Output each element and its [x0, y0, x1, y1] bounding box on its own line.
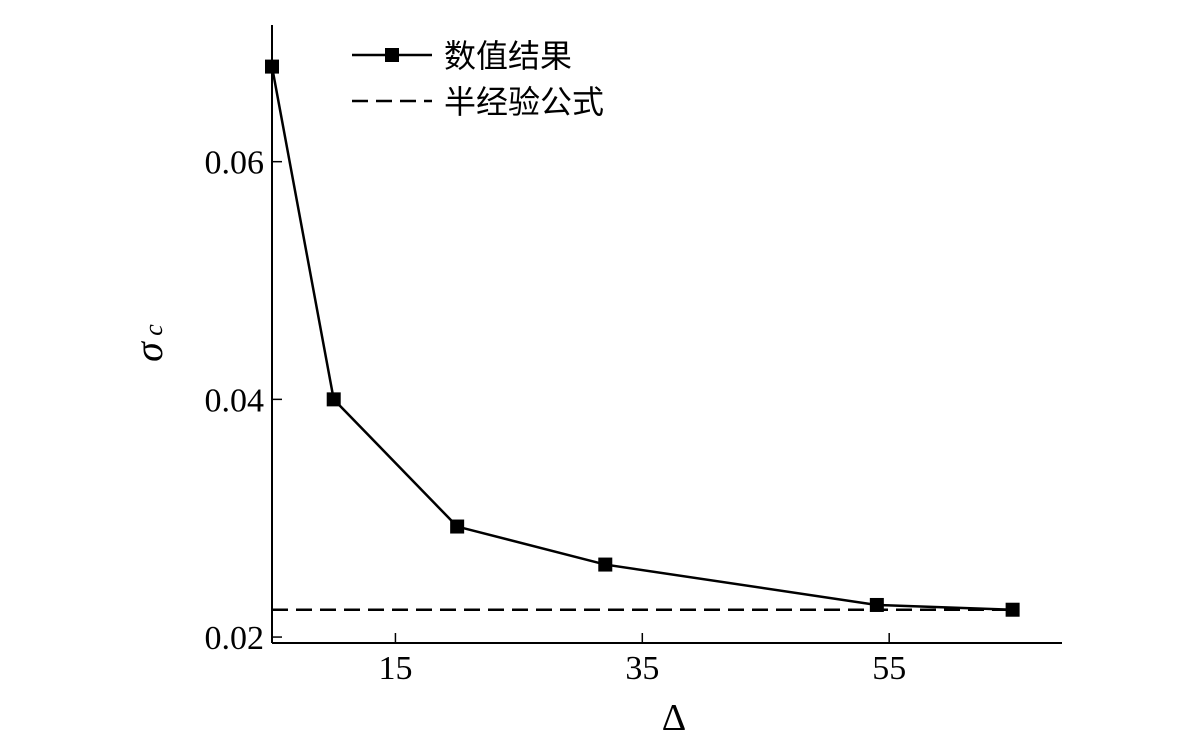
- series-group: [265, 59, 1020, 617]
- x-tick-label: 35: [625, 650, 659, 687]
- legend-label-numeric: 数值结果: [444, 37, 572, 75]
- data-point: [326, 392, 341, 407]
- y-axis-label-symbol: σ: [126, 341, 171, 362]
- x-tick-label: 15: [378, 650, 412, 687]
- legend-swatch-marker: [385, 48, 399, 62]
- x-axis-label: Δ: [662, 697, 686, 739]
- y-tick-label: 0.04: [205, 382, 265, 419]
- data-point: [450, 519, 465, 534]
- y-axis-label-subscript: c: [139, 324, 168, 336]
- legend-label-formula: 半经验公式: [444, 83, 604, 121]
- legend-entry-formula: 半经验公式: [352, 83, 604, 121]
- data-point: [1005, 602, 1020, 617]
- y-tick-label: 0.06: [205, 145, 265, 182]
- y-axis-label: σ c: [126, 324, 171, 362]
- data-point: [598, 557, 613, 572]
- legend-entry-numeric: 数值结果: [352, 37, 572, 75]
- plot-area: [271, 25, 1062, 644]
- data-point: [265, 59, 279, 74]
- legend: 数值结果 半经验公式: [352, 37, 604, 121]
- data-point: [869, 597, 884, 612]
- series-numeric-line: [270, 66, 1013, 611]
- x-tick-label: 55: [872, 650, 906, 687]
- y-tick-label: 0.02: [205, 620, 265, 657]
- y-ticks: 0.02 0.04 0.06: [205, 145, 282, 657]
- x-ticks: 15 35 55: [378, 633, 906, 687]
